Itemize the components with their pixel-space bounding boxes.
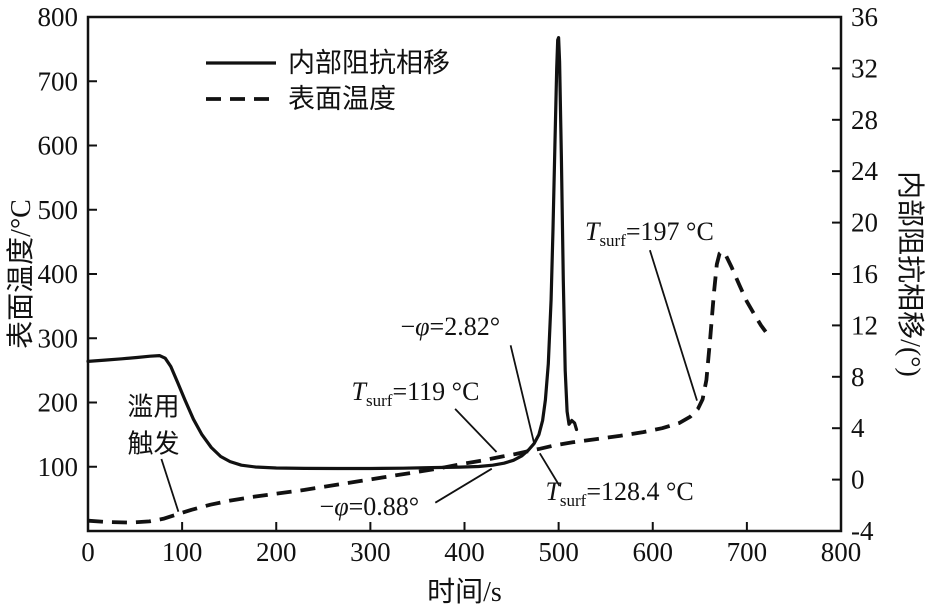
x-tick-label: 100 [162,537,203,567]
surface-temp-line [87,249,768,525]
y-left-tick-label: 200 [38,388,79,418]
y-right-tick-label: 12 [851,310,878,340]
annotation-phi-0-88: −φ=0.88° [320,467,493,521]
y-right-tick-label: 16 [851,259,878,289]
legend-label: 表面温度 [288,84,396,114]
legend-label: 内部阻抗相移 [288,48,450,78]
x-tick-label: 600 [633,537,674,567]
y-left-tick-label: 500 [38,195,79,225]
annotation-text: Tsurf=128.4 °C [545,477,693,510]
annotation-phi-2-82: −φ=2.82° [400,312,536,444]
y-left-axis-title: 表面温度/°C [5,199,37,349]
y-right-tick-label: 8 [851,362,865,392]
annotation-leader-line [434,467,493,504]
x-tick-label: 300 [350,537,391,567]
annotation-text: −φ=2.82° [400,312,500,341]
y-right-tick-label: 32 [851,53,878,83]
annotation-text: Tsurf=197 °C [585,217,714,250]
x-tick-label: 400 [444,537,485,567]
y-left-tick-label: 300 [38,323,79,353]
plot-frame [86,15,843,533]
y-left-tick-label: 400 [38,259,79,289]
y-right-tick-label: 20 [851,208,878,238]
y-right-tick-label: 28 [851,105,878,135]
annotation-leader-line [509,345,536,444]
annotation-leader-line [160,458,180,512]
y-left-tick-label: 100 [38,452,79,482]
annotation-tsurf-119: Tsurf=119 °C [352,377,498,453]
annotation-leader-line [649,249,698,401]
annotation-text: 滥用 [128,392,180,421]
y-right-tick-label: -4 [851,516,874,546]
annotation-text: −φ=0.88° [320,492,420,521]
y-right-tick-label: 36 [851,2,878,32]
y-right-tick-label: 0 [851,465,865,495]
x-tick-label: 0 [81,537,95,567]
annotation-leader-line [454,408,498,453]
annotation-text: 触发 [128,429,180,458]
annotation-leader-line [539,452,561,487]
x-tick-label: 700 [727,537,768,567]
x-tick-label: 200 [256,537,297,567]
x-tick-label: 500 [538,537,579,567]
y-right-tick-label: 24 [851,156,879,186]
annotation-text: Tsurf=119 °C [352,377,480,410]
impedance-phase-line [86,35,579,471]
x-axis-title: 时间/s [427,576,502,608]
y-right-axis-title: 内部阻抗相移/(°) [894,171,925,377]
annotation-tsurf-197: Tsurf=197 °C [585,217,714,401]
y-left-tick-label: 700 [38,66,79,96]
x-tick-label: 800 [821,537,862,567]
y-right-tick-label: 4 [851,413,865,443]
y-left-tick-label: 800 [38,2,79,32]
annotation-tsurf-128-4: Tsurf=128.4 °C [539,452,694,510]
y-left-tick-label: 600 [38,131,79,161]
